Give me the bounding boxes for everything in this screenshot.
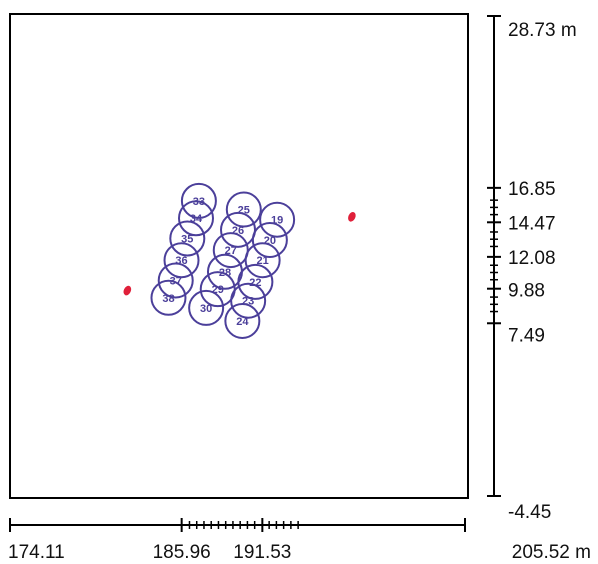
node-circle: 22 bbox=[237, 263, 274, 300]
y-tick-label: 16.85 bbox=[508, 179, 556, 200]
node-ring bbox=[259, 201, 296, 238]
node-ring bbox=[225, 191, 262, 228]
y-tick-label: 14.47 bbox=[508, 213, 556, 234]
node-circle: 30 bbox=[188, 289, 225, 326]
node-ring bbox=[180, 182, 217, 219]
node-ring bbox=[244, 242, 281, 279]
plot-frame bbox=[9, 13, 469, 499]
node-ring bbox=[251, 221, 288, 258]
y-tick-label: 12.08 bbox=[508, 248, 556, 269]
x-tick-label: 205.52 m bbox=[512, 542, 591, 563]
node-circle: 19 bbox=[259, 201, 296, 238]
node-ring bbox=[157, 262, 194, 299]
x-axis: 174.11 185.96 191.53 205.52 m bbox=[8, 518, 591, 563]
node-circle: 20 bbox=[251, 221, 288, 258]
node-ring bbox=[163, 242, 200, 279]
x-tick-label: 174.11 bbox=[8, 542, 65, 563]
node-ring bbox=[150, 279, 187, 316]
node-ring bbox=[224, 302, 261, 339]
node-circle: 26 bbox=[220, 211, 257, 248]
node-ring bbox=[230, 282, 267, 319]
node-circle: 35 bbox=[169, 220, 206, 257]
y-tick-label: 28.73 m bbox=[508, 20, 577, 41]
node-circle: 21 bbox=[244, 242, 281, 279]
markers-layer bbox=[123, 212, 356, 296]
red-marker bbox=[348, 212, 356, 222]
node-ring bbox=[237, 263, 274, 300]
node-label: 22 bbox=[249, 277, 261, 289]
node-circle: 36 bbox=[163, 242, 200, 279]
node-ring bbox=[169, 220, 206, 257]
node-circle: 24 bbox=[224, 302, 261, 339]
y-tick-label: 9.88 bbox=[508, 281, 545, 302]
x-tick-label: 191.53 bbox=[233, 542, 291, 563]
node-ring bbox=[188, 289, 225, 326]
node-label: 24 bbox=[236, 316, 249, 328]
node-label: 30 bbox=[200, 303, 212, 315]
node-label: 38 bbox=[162, 293, 174, 305]
node-circle: 27 bbox=[212, 232, 249, 269]
y-axis: 28.73 m 16.85 14.47 12.08 9.88 7.49 -4.45 bbox=[487, 15, 577, 523]
y-tick-label: -4.45 bbox=[508, 502, 551, 523]
y-tick-label: 7.49 bbox=[508, 325, 545, 346]
node-circle: 25 bbox=[225, 191, 262, 228]
red-marker bbox=[123, 285, 132, 296]
node-ring bbox=[177, 200, 214, 237]
node-circle: 23 bbox=[230, 282, 267, 319]
node-circle: 38 bbox=[150, 279, 187, 316]
node-label: 21 bbox=[257, 255, 269, 267]
x-tick-label: 185.96 bbox=[153, 542, 211, 563]
